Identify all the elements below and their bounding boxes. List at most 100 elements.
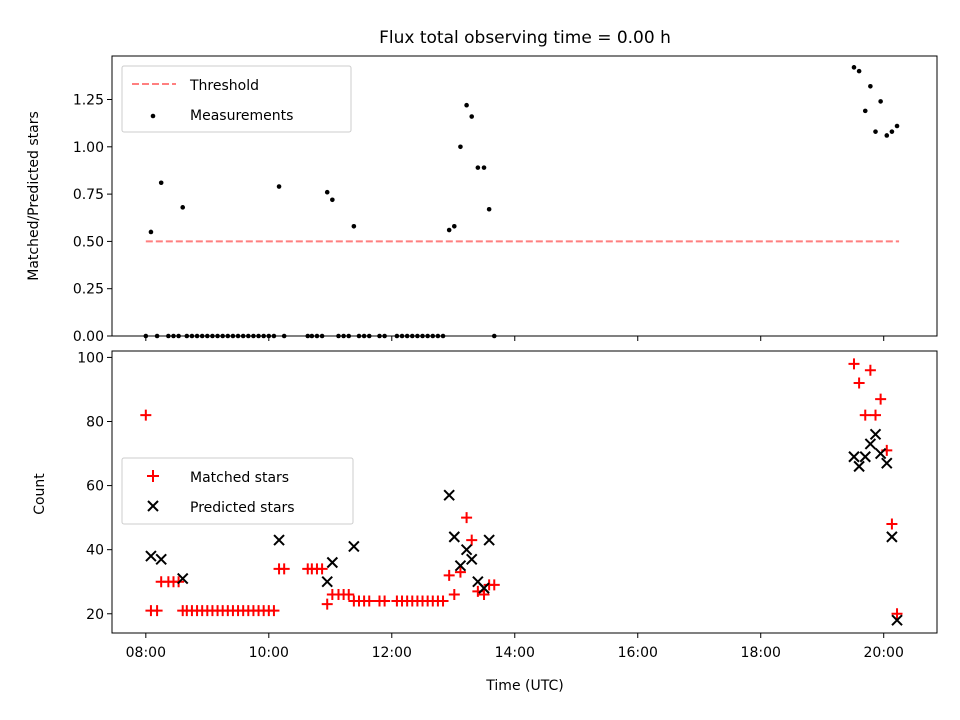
bottom-x-tick-label: 18:00 xyxy=(741,645,781,661)
predicted-stars-point xyxy=(848,451,860,463)
predicted-stars-point xyxy=(886,531,898,543)
predicted-stars-point xyxy=(273,534,285,546)
predicted-stars-point xyxy=(321,576,333,588)
bottom-legend-box xyxy=(121,457,354,525)
measurements-point xyxy=(475,165,481,170)
measurements-point xyxy=(851,65,857,70)
predicted-stars-point xyxy=(326,556,339,569)
measurements-point xyxy=(486,206,492,212)
measurements-point xyxy=(889,129,895,134)
bottom-x-tick-label: 08:00 xyxy=(126,645,166,661)
bottom-y-tick-label: 100 xyxy=(77,350,104,366)
matched-stars-point xyxy=(848,358,860,370)
matched-stars-point xyxy=(875,393,887,405)
measurements-point xyxy=(469,114,475,119)
bottom-panel: 20 40 60 80 100 08:00 10:00 12:00 14:00 16:00 18:… xyxy=(32,350,938,694)
bottom-y-tick-label: 40 xyxy=(86,543,104,559)
predicted-stars-point xyxy=(460,543,473,556)
legend-measurements-swatch xyxy=(150,113,156,119)
matched-stars-point xyxy=(859,409,871,421)
predicted-stars-point xyxy=(891,614,903,626)
matched-stars-point xyxy=(316,563,328,575)
top-y-tick-label: 1.25 xyxy=(73,93,104,109)
top-panel: 0.00 0.25 0.50 0.75 1.00 1.25 Matched/Predict… xyxy=(26,55,938,345)
predicted-stars-point xyxy=(145,550,157,562)
measurements-point xyxy=(894,123,900,129)
bottom-axes-frame xyxy=(111,350,938,634)
matched-stars-point xyxy=(478,589,490,601)
predicted-stars-point xyxy=(177,572,189,585)
matched-stars-point xyxy=(443,569,455,581)
measurements-point xyxy=(158,180,164,186)
measurements-point xyxy=(458,144,463,150)
matched-stars-point xyxy=(891,608,903,620)
top-y-tick-label: 1.00 xyxy=(73,140,104,156)
bottom-x-axis: 08:00 10:00 12:00 14:00 16:00 18:00 20:00 xyxy=(126,633,904,661)
matched-stars-point xyxy=(853,377,865,389)
measurements-point xyxy=(481,165,487,170)
measurements-point xyxy=(351,223,357,229)
bottom-x-tick-label: 12:00 xyxy=(372,645,412,661)
matched-stars-point xyxy=(268,605,280,617)
legend-predicted-swatch xyxy=(147,500,159,512)
measurements-point xyxy=(446,227,452,233)
bottom-y-tick-label: 60 xyxy=(86,479,104,495)
matched-stars-point xyxy=(379,595,391,607)
top-y-axis-label: Matched/Predicted stars xyxy=(26,111,42,281)
matched-stars-point xyxy=(151,605,163,617)
bottom-x-tick-label: 20:00 xyxy=(864,645,904,661)
predicted-stars-point xyxy=(454,559,467,572)
measurements-point xyxy=(324,189,330,195)
matched-stars-point xyxy=(321,598,333,610)
matched-stars-point xyxy=(870,409,882,421)
predicted-stars-point xyxy=(443,489,455,501)
bottom-x-tick-label: 10:00 xyxy=(249,645,289,661)
matched-stars-point xyxy=(448,589,460,601)
bottom-x-tick-label: 14:00 xyxy=(495,645,535,661)
predicted-stars-point xyxy=(869,428,882,441)
measurements-point xyxy=(862,108,868,114)
measurements-point xyxy=(451,223,457,229)
predicted-stars-point xyxy=(874,447,887,460)
top-y-tick-label: 0.25 xyxy=(73,282,104,298)
bottom-y-tick-label: 20 xyxy=(86,607,104,623)
measurements-point xyxy=(180,205,186,210)
measurements-point xyxy=(868,83,873,89)
top-y-axis: 0.00 0.25 0.50 0.75 1.00 1.25 xyxy=(73,93,112,345)
matched-stars-point xyxy=(278,563,290,575)
bottom-legend: Matched stars Predicted stars xyxy=(121,457,354,525)
matched-stars-point xyxy=(454,566,466,578)
predicted-stars-point xyxy=(859,451,871,463)
predicted-stars-point xyxy=(478,582,490,594)
chart-title: Flux total observing time = 0.00 h xyxy=(379,28,671,48)
measurements-point xyxy=(330,197,335,203)
top-y-tick-label: 0.50 xyxy=(73,234,104,250)
matched-stars-point xyxy=(488,579,500,591)
measurements-point xyxy=(464,102,469,108)
measurements-point xyxy=(276,184,282,189)
legend-predicted-label: Predicted stars xyxy=(190,500,295,516)
bottom-plot-area xyxy=(140,358,903,626)
legend-matched-label: Matched stars xyxy=(190,470,289,486)
measurements-point xyxy=(148,229,154,235)
measurements-point xyxy=(884,133,890,138)
bottom-x-axis-label: Time (UTC) xyxy=(485,678,563,694)
legend-measurements-label: Measurements xyxy=(190,108,293,124)
top-axes-frame xyxy=(111,55,938,337)
predicted-stars-point xyxy=(881,457,893,469)
matched-stars-point xyxy=(461,512,473,524)
top-y-tick-label: 0.75 xyxy=(73,187,104,203)
matched-stars-point xyxy=(363,595,375,607)
matched-stars-point xyxy=(886,518,898,530)
measurements-point xyxy=(873,129,878,134)
top-x-axis xyxy=(145,336,885,341)
predicted-stars-point xyxy=(155,553,167,566)
top-legend-box xyxy=(121,65,352,133)
bottom-y-axis: 20 40 60 80 100 xyxy=(77,350,112,623)
top-plot-area xyxy=(143,65,900,339)
predicted-stars-point xyxy=(853,460,865,473)
predicted-stars-point xyxy=(864,438,877,450)
top-legend: Threshold Measurements xyxy=(121,65,352,133)
bottom-y-tick-label: 80 xyxy=(86,415,104,431)
